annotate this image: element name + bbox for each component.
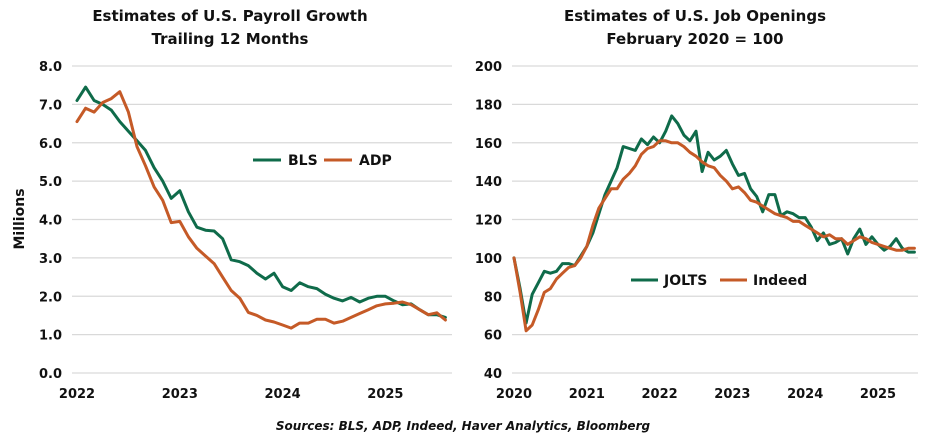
x-tick-label: 2020 — [496, 387, 532, 402]
y-tick-label: 200 — [475, 60, 502, 75]
legend-label-indeed: Indeed — [753, 273, 807, 289]
y-tick-label: 40 — [484, 367, 502, 382]
x-tick-label: 2025 — [860, 387, 896, 402]
chart-title: Estimates of U.S. Payroll Growth — [92, 7, 367, 25]
series-line-adp — [75, 90, 447, 330]
chart-title: Estimates of U.S. Job Openings — [564, 7, 826, 25]
y-tick-label: 6.0 — [39, 137, 62, 152]
y-tick-label: 100 — [475, 252, 502, 267]
series-line-bls — [75, 85, 447, 319]
x-tick-label: 2022 — [642, 387, 678, 402]
y-tick-label: 7.0 — [39, 98, 62, 113]
legend-label-adp: ADP — [359, 153, 392, 169]
y-tick-label: 5.0 — [39, 175, 62, 190]
y-tick-label: 2.0 — [39, 290, 62, 305]
y-tick-label: 8.0 — [39, 60, 62, 75]
chart-subtitle: February 2020 = 100 — [606, 30, 783, 48]
y-tick-label: 120 — [475, 214, 502, 229]
x-tick-label: 2024 — [787, 387, 823, 402]
x-tick-label: 2023 — [162, 387, 198, 402]
legend-label-bls: BLS — [288, 153, 318, 169]
legend-label-jolts: JOLTS — [663, 273, 707, 289]
y-tick-label: 0.0 — [39, 367, 62, 382]
y-axis-label: Millions — [12, 188, 28, 249]
legend: BLS ADP — [253, 153, 392, 169]
y-tick-label: 140 — [475, 175, 502, 190]
y-tick-label: 180 — [475, 98, 502, 113]
x-tick-label: 2025 — [367, 387, 403, 402]
x-tick-label: 2024 — [265, 387, 301, 402]
source-note: Sources: BLS, ADP, Indeed, Haver Analyti… — [276, 419, 651, 433]
x-tick-label: 2023 — [714, 387, 750, 402]
x-tick-label: 2021 — [569, 387, 605, 402]
y-tick-label: 80 — [484, 290, 502, 305]
payroll-growth-chart: Estimates of U.S. Payroll Growth Trailin… — [12, 7, 452, 402]
y-tick-label: 3.0 — [39, 252, 62, 267]
x-tick-label: 2022 — [59, 387, 95, 402]
y-tick-label: 60 — [484, 329, 502, 344]
y-tick-label: 4.0 — [39, 214, 62, 229]
y-tick-label: 160 — [475, 137, 502, 152]
chart-subtitle: Trailing 12 Months — [152, 30, 309, 48]
series-line-indeed — [512, 139, 916, 333]
legend: JOLTS Indeed — [631, 273, 807, 289]
job-openings-chart: Estimates of U.S. Job Openings February … — [475, 7, 918, 402]
y-tick-label: 1.0 — [39, 329, 62, 344]
